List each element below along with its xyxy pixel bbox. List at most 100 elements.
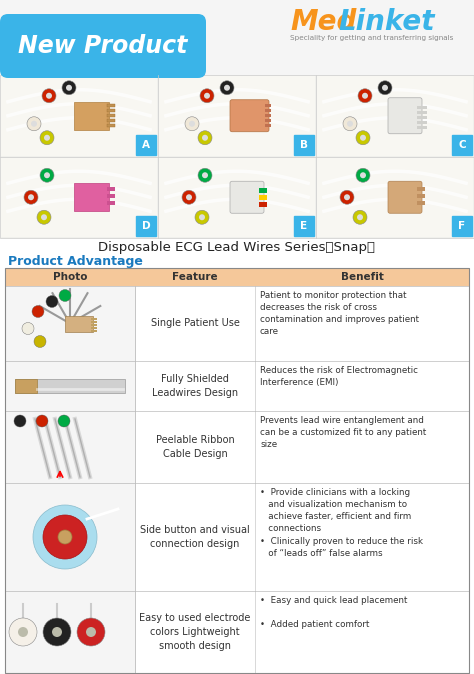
Bar [265,104,271,106]
Circle shape [356,168,370,182]
Circle shape [344,194,350,200]
Circle shape [28,194,34,200]
Bar [5,483,469,591]
Bar [294,135,314,154]
Bar [417,111,427,114]
Circle shape [360,135,366,141]
Bar [107,124,115,127]
FancyBboxPatch shape [0,14,206,78]
Text: Feature: Feature [172,272,218,282]
Circle shape [189,121,195,127]
Text: A: A [142,140,150,150]
Circle shape [41,214,47,220]
Bar [91,326,97,328]
Bar [5,286,135,361]
Circle shape [66,85,72,91]
Circle shape [357,214,363,220]
Bar [5,591,469,673]
Bar [15,379,37,393]
Text: •  Easy and quick lead placement

•  Added patient comfort: • Easy and quick lead placement • Added … [260,596,407,630]
Circle shape [40,168,54,182]
Bar [265,109,271,112]
Bar [417,126,427,129]
Circle shape [378,81,392,95]
Bar [107,202,115,206]
Bar [1,158,157,237]
Text: Side button and visual
connection design: Side button and visual connection design [140,525,250,549]
Circle shape [353,210,367,224]
Bar [0,0,474,75]
FancyBboxPatch shape [388,98,422,133]
Bar [5,268,469,673]
Bar [91,321,97,322]
Bar [417,187,425,191]
Circle shape [347,121,353,127]
Text: Speciality for getting and transferring signals: Speciality for getting and transferring … [290,35,453,41]
Bar [107,187,115,191]
Circle shape [52,627,62,637]
Bar [5,286,469,361]
Circle shape [58,530,72,544]
Bar [74,183,109,211]
Circle shape [42,89,56,102]
Bar [136,216,156,236]
Circle shape [195,210,209,224]
Text: Easy to used electrode
colors Lightweight
smooth design: Easy to used electrode colors Lightweigh… [139,613,251,651]
FancyBboxPatch shape [230,181,264,213]
Bar [107,119,115,122]
Bar [5,591,135,673]
Text: Linket: Linket [338,8,435,36]
Bar [159,76,315,156]
Bar [417,116,427,119]
Bar [91,317,97,319]
Circle shape [224,85,230,91]
Bar [417,194,425,198]
Circle shape [382,85,388,91]
Circle shape [86,627,96,637]
Circle shape [220,81,234,95]
Circle shape [343,117,357,131]
Circle shape [9,618,37,646]
Circle shape [24,190,38,204]
Circle shape [58,415,70,427]
Circle shape [202,135,208,141]
Circle shape [185,117,199,131]
Circle shape [40,131,54,145]
Bar [317,76,473,156]
Bar [259,202,267,207]
Circle shape [62,81,76,95]
Circle shape [44,135,50,141]
Text: Benefit: Benefit [340,272,383,282]
Circle shape [360,173,366,178]
Bar [452,216,472,236]
Bar [15,379,125,393]
Bar [417,121,427,124]
FancyBboxPatch shape [388,181,422,213]
Bar [317,158,473,237]
Circle shape [32,305,44,317]
Circle shape [22,322,34,334]
Bar [417,106,427,109]
Bar [5,268,469,286]
Circle shape [31,121,37,127]
Text: •  Provide clinicians with a locking
   and visualization mechanism to
   achiev: • Provide clinicians with a locking and … [260,488,423,558]
Bar [136,135,156,154]
Text: Peelable Ribbon
Cable Design: Peelable Ribbon Cable Design [155,435,234,459]
Bar [65,315,93,332]
Bar [259,188,267,193]
Bar [107,114,115,117]
Circle shape [27,117,41,131]
Text: D: D [142,221,150,231]
Circle shape [362,93,368,99]
Text: Photo: Photo [53,272,87,282]
Circle shape [18,627,28,637]
Circle shape [200,89,214,102]
Text: C: C [458,140,466,150]
Circle shape [202,173,208,178]
Text: Fully Shielded
Leadwires Design: Fully Shielded Leadwires Design [152,374,238,398]
Bar [5,411,469,483]
Circle shape [43,515,87,559]
Bar [107,194,115,198]
Bar [5,361,135,411]
Circle shape [37,210,51,224]
